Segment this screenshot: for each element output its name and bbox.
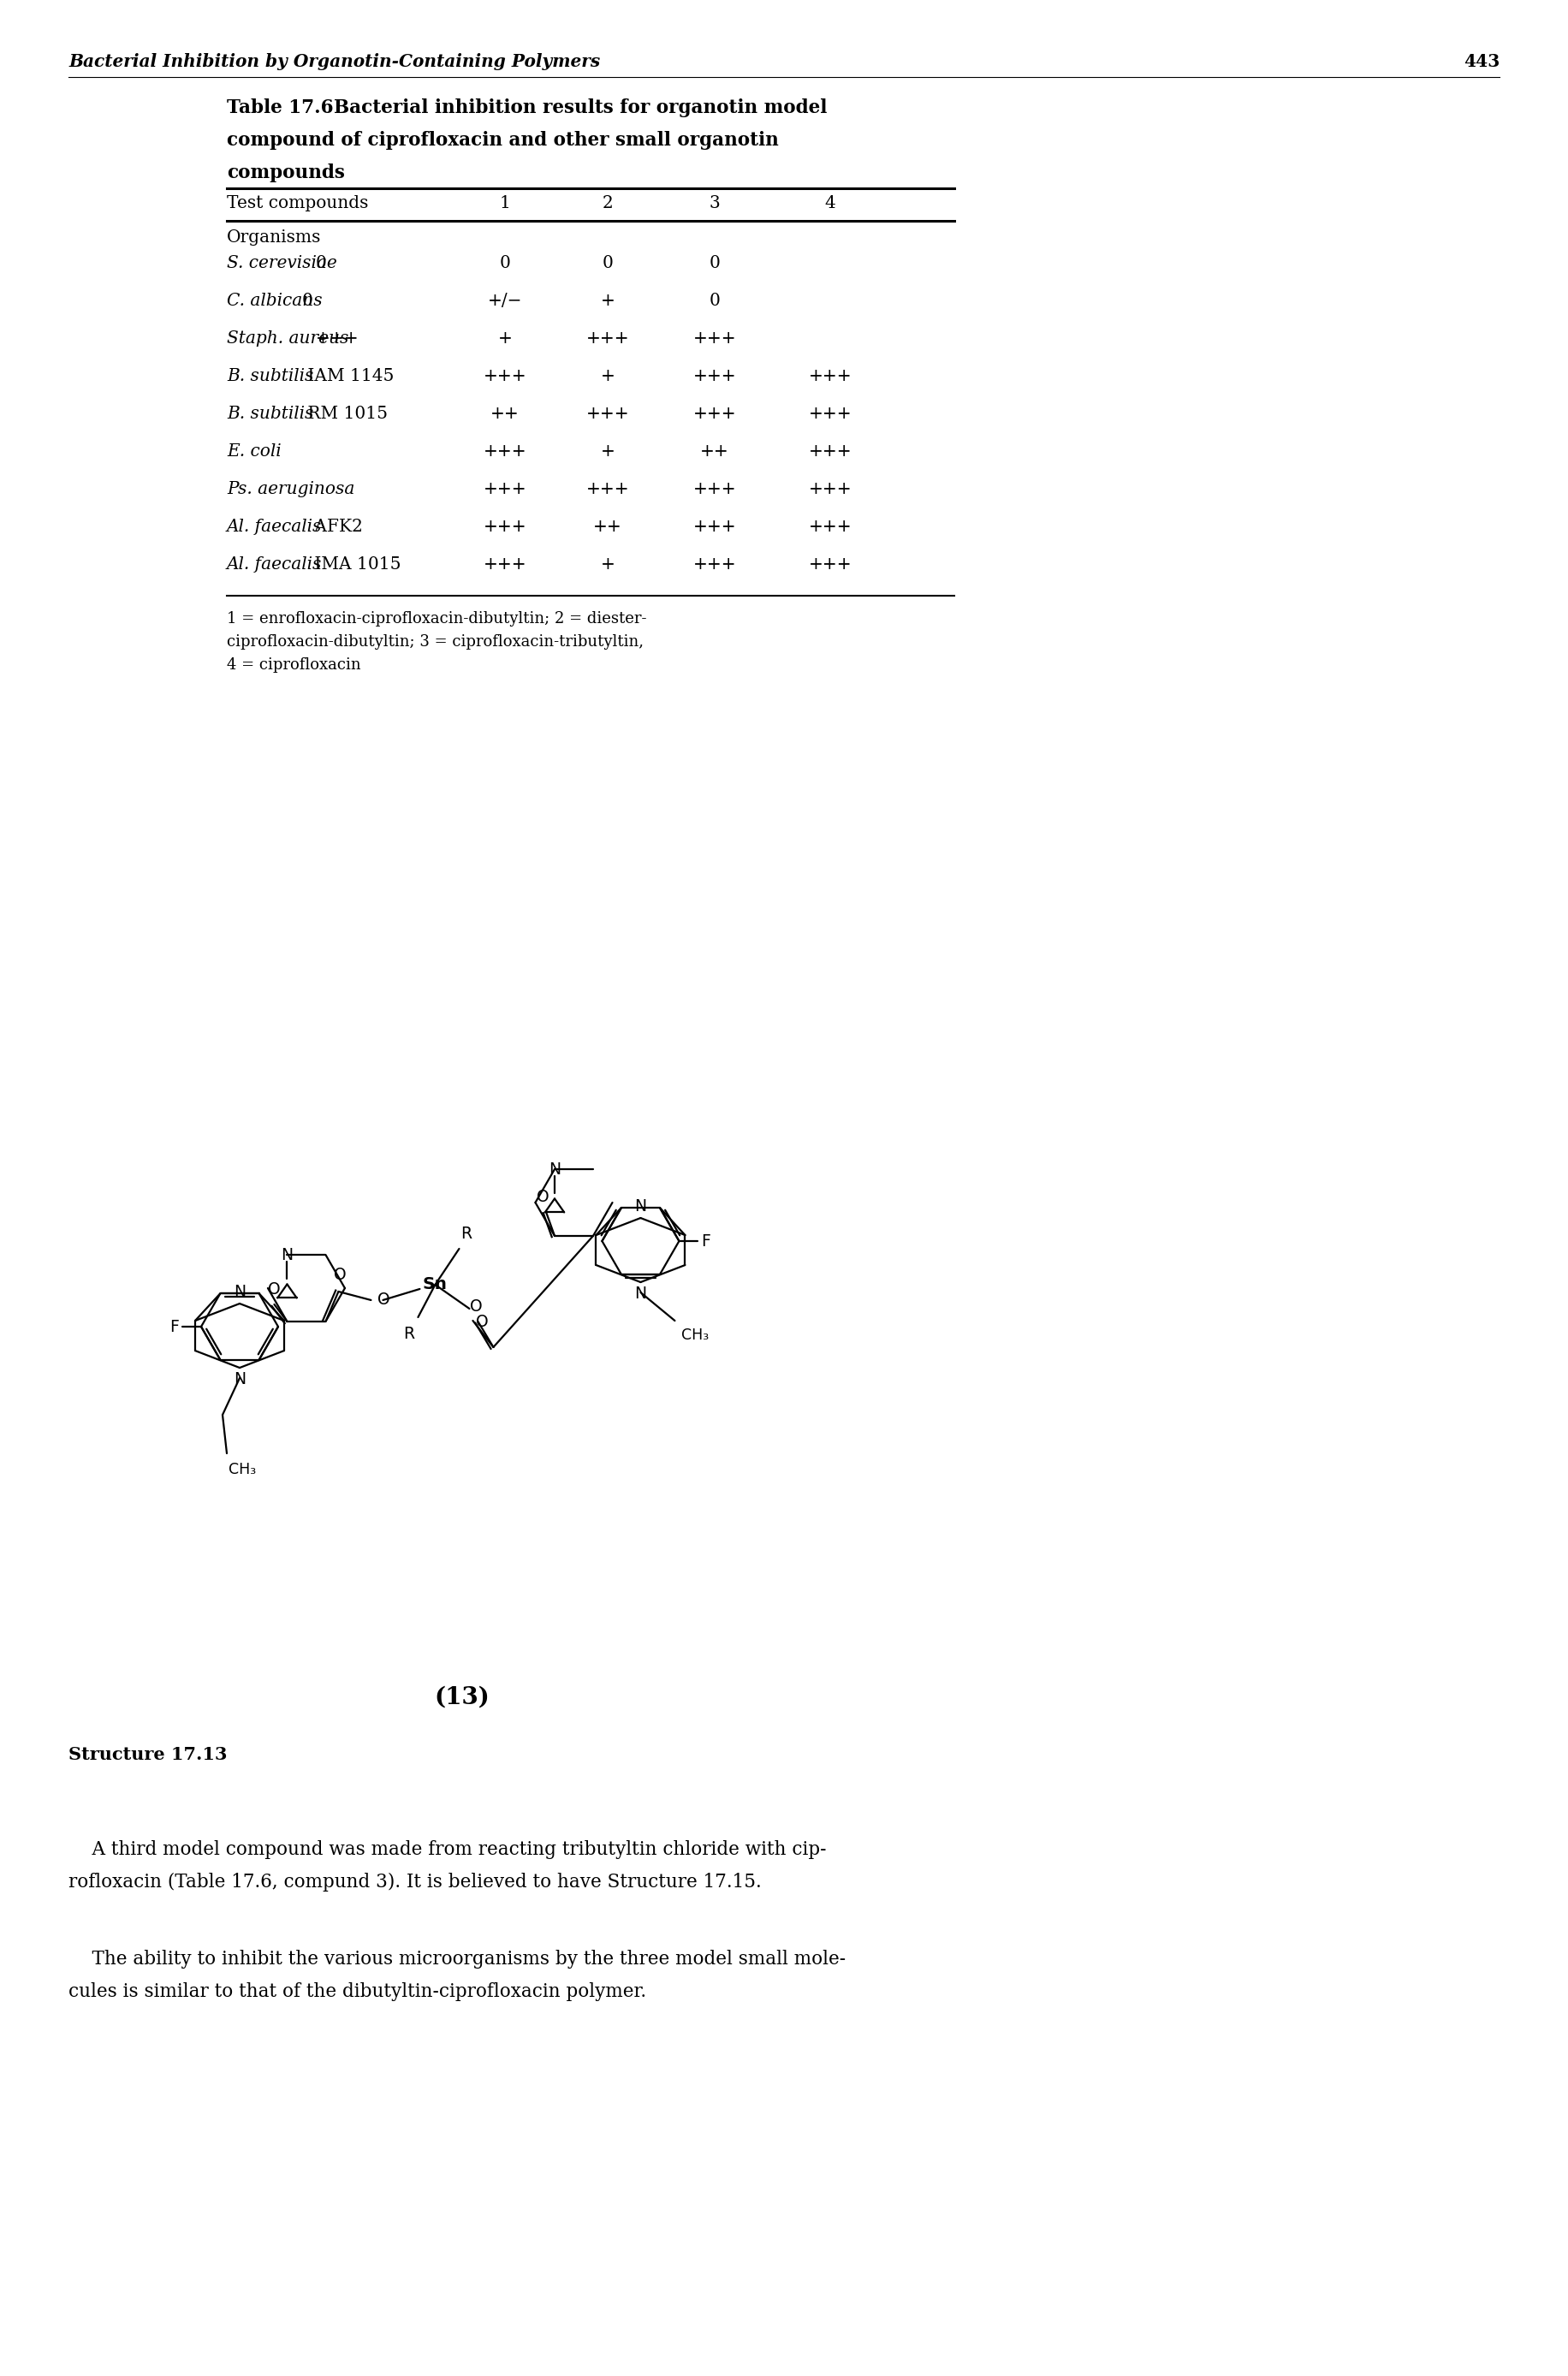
Text: N: N xyxy=(234,1371,246,1388)
Text: compounds: compounds xyxy=(227,164,345,183)
Text: N: N xyxy=(281,1247,293,1264)
Text: +: + xyxy=(601,556,615,573)
Text: ciprofloxacin-dibutyltin; 3 = ciprofloxacin-tributyltin,: ciprofloxacin-dibutyltin; 3 = ciprofloxa… xyxy=(227,634,643,649)
Text: +++: +++ xyxy=(693,480,737,497)
Text: 0: 0 xyxy=(709,292,720,309)
Text: S. cerevisiae: S. cerevisiae xyxy=(227,254,337,271)
Text: B. subtilis: B. subtilis xyxy=(227,406,314,423)
Text: O: O xyxy=(334,1266,347,1283)
Text: Structure 17.13: Structure 17.13 xyxy=(69,1746,227,1763)
Text: O: O xyxy=(378,1293,390,1309)
Text: Al. faecalis: Al. faecalis xyxy=(227,518,321,535)
Text: +++: +++ xyxy=(809,480,851,497)
Text: +++: +++ xyxy=(483,444,527,459)
Text: +: + xyxy=(601,368,615,385)
Text: Bacterial Inhibition by Organotin-Containing Polymers: Bacterial Inhibition by Organotin-Contai… xyxy=(69,52,601,71)
Text: AFK2: AFK2 xyxy=(309,518,362,535)
Text: F: F xyxy=(169,1319,179,1335)
Text: 0: 0 xyxy=(709,254,720,271)
Text: +++: +++ xyxy=(809,444,851,459)
Text: E. coli: E. coli xyxy=(227,444,281,459)
Text: ++: ++ xyxy=(491,406,519,423)
Text: 443: 443 xyxy=(1463,52,1499,71)
Text: B. subtilis: B. subtilis xyxy=(227,368,314,385)
Text: Staph. aureus: Staph. aureus xyxy=(227,330,348,347)
Text: Bacterial inhibition results for organotin model: Bacterial inhibition results for organot… xyxy=(321,97,826,116)
Text: R: R xyxy=(403,1326,414,1342)
Text: O: O xyxy=(268,1281,281,1297)
Text: N: N xyxy=(635,1285,646,1302)
Text: The ability to inhibit the various microorganisms by the three model small mole-: The ability to inhibit the various micro… xyxy=(69,1951,845,1970)
Text: Ps. aeruginosa: Ps. aeruginosa xyxy=(227,480,354,497)
Text: 0: 0 xyxy=(602,254,613,271)
Text: +++: +++ xyxy=(693,330,737,347)
Text: ++: ++ xyxy=(701,444,729,459)
Text: Sn: Sn xyxy=(423,1276,447,1293)
Text: cules is similar to that of the dibutyltin-ciprofloxacin polymer.: cules is similar to that of the dibutylt… xyxy=(69,1982,646,2001)
Text: +++: +++ xyxy=(483,368,527,385)
Text: F: F xyxy=(701,1233,710,1250)
Text: +++: +++ xyxy=(315,330,359,347)
Text: O: O xyxy=(536,1188,549,1205)
Text: O: O xyxy=(470,1297,483,1314)
Text: +: + xyxy=(497,330,513,347)
Text: N: N xyxy=(635,1198,646,1214)
Text: CH₃: CH₃ xyxy=(229,1461,256,1478)
Text: N: N xyxy=(549,1162,561,1178)
Text: 2: 2 xyxy=(602,195,613,211)
Text: +++: +++ xyxy=(693,368,737,385)
Text: rofloxacin (Table 17.6, compund 3). It is believed to have Structure 17.15.: rofloxacin (Table 17.6, compund 3). It i… xyxy=(69,1872,762,1891)
Text: +++: +++ xyxy=(693,406,737,423)
Text: R: R xyxy=(461,1226,472,1243)
Text: N: N xyxy=(234,1283,246,1300)
Text: +++: +++ xyxy=(693,556,737,573)
Text: +++: +++ xyxy=(586,406,629,423)
Text: +++: +++ xyxy=(483,480,527,497)
Text: +: + xyxy=(601,444,615,459)
Text: +++: +++ xyxy=(586,480,629,497)
Text: C. albicans: C. albicans xyxy=(227,292,323,309)
Text: 0: 0 xyxy=(303,292,314,309)
Text: IAM 1145: IAM 1145 xyxy=(303,368,394,385)
Text: +++: +++ xyxy=(809,518,851,535)
Text: +++: +++ xyxy=(586,330,629,347)
Text: +/−: +/− xyxy=(488,292,522,309)
Text: ++: ++ xyxy=(593,518,622,535)
Text: 1: 1 xyxy=(500,195,511,211)
Text: RM 1015: RM 1015 xyxy=(303,406,387,423)
Text: 1 = enrofloxacin-ciprofloxacin-dibutyltin; 2 = diester-: 1 = enrofloxacin-ciprofloxacin-dibutylti… xyxy=(227,611,646,627)
Text: +++: +++ xyxy=(809,556,851,573)
Text: A third model compound was made from reacting tributyltin chloride with cip-: A third model compound was made from rea… xyxy=(69,1839,826,1858)
Text: +++: +++ xyxy=(809,368,851,385)
Text: IMA 1015: IMA 1015 xyxy=(309,556,401,573)
Text: +++: +++ xyxy=(483,556,527,573)
Text: 4: 4 xyxy=(825,195,836,211)
Text: CH₃: CH₃ xyxy=(682,1328,709,1342)
Text: Table 17.6: Table 17.6 xyxy=(227,97,334,116)
Text: (13): (13) xyxy=(434,1687,489,1708)
Text: Test compounds: Test compounds xyxy=(227,195,368,211)
Text: 0: 0 xyxy=(500,254,511,271)
Text: +: + xyxy=(601,292,615,309)
Text: O: O xyxy=(477,1314,489,1331)
Text: +++: +++ xyxy=(483,518,527,535)
Text: 4 = ciprofloxacin: 4 = ciprofloxacin xyxy=(227,658,361,672)
Text: compound of ciprofloxacin and other small organotin: compound of ciprofloxacin and other smal… xyxy=(227,131,779,150)
Text: +++: +++ xyxy=(693,518,737,535)
Text: 0: 0 xyxy=(315,254,326,271)
Text: 3: 3 xyxy=(709,195,720,211)
Text: Al. faecalis: Al. faecalis xyxy=(227,556,321,573)
Text: Organisms: Organisms xyxy=(227,230,321,245)
Text: +++: +++ xyxy=(809,406,851,423)
